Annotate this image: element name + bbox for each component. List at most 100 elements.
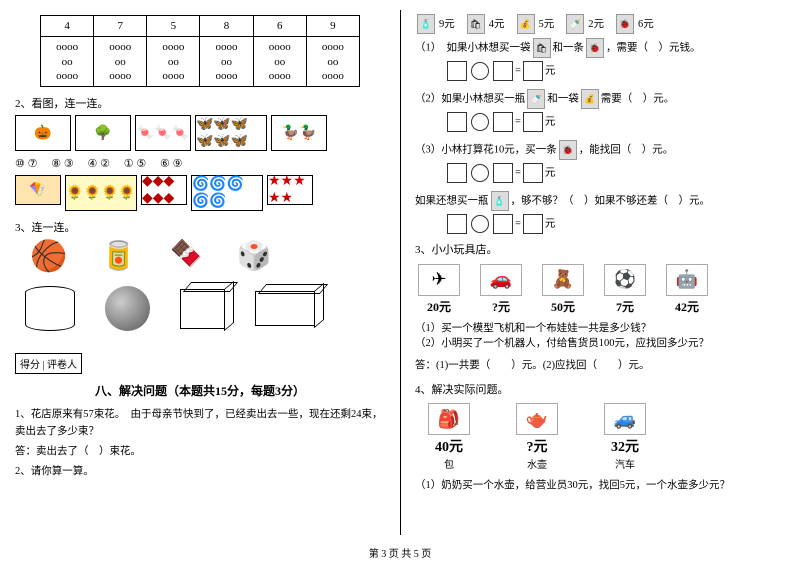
cell: oooooooooo [200, 37, 253, 87]
th: 4 [41, 16, 94, 37]
bottle-icon: 🧴 [491, 191, 509, 211]
q2-row2: 🪁 🌻🌻🌻🌻 ◆◆◆ ◆◆◆ 🌀🌀🌀 🌀🌀 ★★★ ★★ [15, 175, 385, 211]
bottle-icon: 🧴 [417, 14, 435, 34]
price-item: 🧴9元 [415, 14, 455, 34]
th: 8 [200, 16, 253, 37]
q3-sub1: （1）买一个模型飞机和一个布娃娃一共是多少钱？ [415, 321, 785, 337]
pic-box: 🦆🦆 [271, 115, 327, 151]
num: ⑦ [28, 158, 38, 170]
item: 🫖?元水壶 [513, 403, 561, 473]
num: ① [124, 158, 134, 170]
th: 7 [94, 16, 147, 37]
right-column: 🧴9元 🛍4元 💰5元 🍼2元 🐞6元 （1） 如果小林想买一袋🛍和一条🐞，需要… [400, 0, 800, 565]
price-item: 🛍4元 [465, 14, 505, 34]
toy-item: ✈20元 [415, 264, 463, 316]
num: ⑤ [136, 158, 146, 170]
price-item: 🐞6元 [614, 14, 654, 34]
bar-icon: 🍫 [170, 239, 202, 274]
plane-icon: ✈ [418, 264, 460, 296]
item: 🚙32元汽车 [601, 403, 649, 473]
q4-sub1: （1）奶奶买一个水壶，给营业员30元，找回5元，一个水壶多少元？ [415, 478, 785, 494]
equation: =元 [445, 112, 785, 132]
num: ⑨ [173, 158, 183, 170]
price-row: 🧴9元 🛍4元 💰5元 🍼2元 🐞6元 [415, 14, 785, 34]
num: ③ [64, 158, 74, 170]
pic-box: 🌀🌀🌀 🌀🌀 [191, 175, 263, 211]
equation: =元 [445, 214, 785, 234]
item: 🎒40元包 [425, 403, 473, 473]
q2-row1: 🎃 🌳 🍬🍬🍬 🦋🦋🦋 🦋🦋🦋 🦆🦆 [15, 115, 385, 151]
sub-q3: （3）小林打算花10元，买一条🐞，能找回（ ）元。 [415, 140, 785, 160]
num: ⑥ [160, 158, 170, 170]
num: ② [100, 158, 110, 170]
q4-title: 4、解决实际问题。 [415, 382, 785, 399]
bug-icon: 🐞 [616, 14, 634, 34]
kettle-icon: 🫖 [516, 403, 558, 435]
toy-item: 🧸50元 [539, 264, 587, 316]
cell: oooooooooo [253, 37, 306, 87]
q1-text: 1、花店原来有57束花。 由于母亲节快到了，已经卖出去一些，现在还剩24束，卖出… [15, 407, 385, 441]
left-column: 4 7 5 8 6 9 oooooooooo oooooooooo oooooo… [0, 0, 400, 565]
bottle2-icon: 🍼 [566, 14, 584, 34]
toy-item: ⚽7元 [601, 264, 649, 316]
price-item: 💰5元 [515, 14, 555, 34]
bag-icon: 🎒 [428, 403, 470, 435]
item-row: 🎒40元包 🫖?元水壶 🚙32元汽车 [425, 403, 785, 473]
pic-box: 🪁 [15, 175, 61, 205]
q3-sub2: （2）小明买了一个机器人，付给售货员100元，应找回多少元？ [415, 336, 785, 352]
doll-icon: 🧸 [542, 264, 584, 296]
pic-box: 🌻🌻🌻🌻 [65, 175, 137, 211]
bag-icon: 🛍 [533, 38, 551, 58]
cell: oooooooooo [41, 37, 94, 87]
price-item: 🍼2元 [564, 14, 604, 34]
sphere-shape [105, 286, 150, 331]
section-heading: 八、解决问题（本题共15分，每题3分） [15, 382, 385, 399]
q2-title: 2、看图，连一连。 [15, 95, 385, 111]
th: 5 [147, 16, 200, 37]
shape-row [25, 286, 375, 331]
object-row: 🏀 🥫 🍫 🎲 [30, 239, 385, 274]
q2-text: 2、请你算一算。 [15, 464, 385, 481]
pic-box: ◆◆◆ ◆◆◆ [141, 175, 187, 205]
bug-icon: 🐞 [586, 38, 604, 58]
cell: oooooooooo [306, 37, 359, 87]
num: ④ [88, 158, 98, 170]
cuboid-shape [255, 291, 315, 326]
circled-numbers: ⑩ ⑦ ⑧ ③ ④ ② ① ⑤ ⑥ ⑨ [15, 155, 385, 171]
cell: oooooooooo [147, 37, 200, 87]
equation: =元 [445, 61, 785, 81]
cell: oooooooooo [94, 37, 147, 87]
bag-icon: 💰 [581, 89, 599, 109]
q3-title: 3、小小玩具店。 [415, 242, 785, 259]
toy-item: 🚗?元 [477, 264, 525, 316]
car-icon: 🚗 [480, 264, 522, 296]
num: ⑧ [51, 158, 61, 170]
robot-icon: 🤖 [666, 264, 708, 296]
q1-ans: 答：卖出去了（ ）束花。 [15, 444, 385, 461]
num: ⑩ [15, 158, 25, 170]
q3-ans: 答：(1)一共要（ ）元。(2)应找回（ ）元。 [415, 358, 785, 374]
score-box: 得分 | 评卷人 [15, 353, 82, 374]
sub-q1: （1） 如果小林想买一袋🛍和一条🐞，需要（ ）元钱。 [415, 38, 785, 58]
cube-icon: 🎲 [237, 239, 272, 274]
cube-shape [180, 289, 225, 329]
ball-icon: ⚽ [604, 264, 646, 296]
bug-icon: 🐞 [559, 140, 577, 160]
car-icon: 🚙 [604, 403, 646, 435]
pic-box: 🍬🍬🍬 [135, 115, 191, 151]
pic-box: 🌳 [75, 115, 131, 151]
pic-box: 🎃 [15, 115, 71, 151]
q3-title: 3、连一连。 [15, 219, 385, 235]
page-footer: 第 3 页 共 5 页 [0, 545, 800, 560]
can-icon: 🥫 [101, 239, 136, 274]
sub-q2: （2）如果小林想买一瓶🍼和一袋💰需要（ ）元。 [415, 89, 785, 109]
bag2-icon: 💰 [517, 14, 535, 34]
number-table: 4 7 5 8 6 9 oooooooooo oooooooooo oooooo… [40, 15, 360, 87]
bottle-icon: 🍼 [527, 89, 545, 109]
toy-item: 🤖42元 [663, 264, 711, 316]
sub-q4: 如果还想买一瓶🧴，够不够？（ ）如果不够还差（ ）元。 [415, 191, 785, 211]
th: 6 [253, 16, 306, 37]
ball-icon: 🏀 [30, 239, 67, 274]
pic-box: 🦋🦋🦋 🦋🦋🦋 [195, 115, 267, 151]
cylinder-shape [25, 286, 75, 331]
